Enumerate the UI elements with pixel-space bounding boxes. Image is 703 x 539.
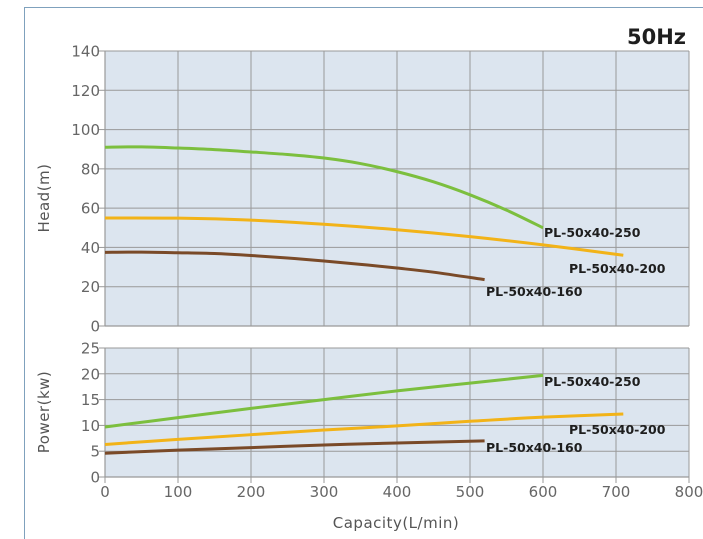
head-point-pl-50x40-250-1 [140, 145, 143, 148]
power-series-pl-50x40-160 [104, 439, 485, 455]
power-point-pl-50x40-250-2 [250, 407, 253, 410]
head-point-pl-50x40-250-2 [177, 147, 180, 150]
power-point-pl-50x40-250-1 [177, 416, 180, 419]
head-point-pl-50x40-160-6 [323, 259, 326, 262]
power-point-pl-50x40-250-0 [104, 425, 107, 428]
head-point-pl-50x40-160-3 [213, 252, 216, 255]
head-series-pl-50x40-250 [104, 145, 544, 230]
head-ytick-label: 40 [81, 239, 100, 257]
power-ytick-label: 10 [81, 417, 100, 435]
power-point-pl-50x40-200-4 [396, 424, 399, 427]
head-point-pl-50x40-200-7 [622, 254, 625, 257]
power-point-pl-50x40-200-1 [177, 438, 180, 441]
power-point-pl-50x40-200-0 [104, 443, 107, 446]
head-point-pl-50x40-200-1 [177, 217, 180, 220]
head-point-pl-50x40-200-3 [323, 223, 326, 226]
power-ytick-label: 5 [90, 443, 100, 461]
head-point-pl-50x40-200-5 [469, 235, 472, 238]
head-series-label-pl-50x40-160: PL-50x40-160 [486, 284, 583, 299]
outer-border [24, 7, 703, 539]
head-point-pl-50x40-160-1 [140, 251, 143, 254]
power-point-pl-50x40-250-4 [396, 389, 399, 392]
power-series-label-pl-50x40-200: PL-50x40-200 [569, 422, 666, 437]
x-tick-label: 800 [675, 483, 703, 501]
power-point-pl-50x40-160-0 [104, 452, 107, 455]
power-plot-area: 0 5 10 15 20 25 PL-50x40-250 PL-50x40-200 PL-50x… [81, 340, 703, 502]
head-point-pl-50x40-200-0 [104, 216, 107, 219]
power-series-label-pl-50x40-250: PL-50x40-250 [544, 374, 641, 389]
power-point-pl-50x40-200-6 [542, 416, 545, 419]
head-point-pl-50x40-250-3 [213, 148, 216, 151]
head-point-pl-50x40-250-11 [505, 209, 508, 212]
power-series-label-pl-50x40-160: PL-50x40-160 [486, 440, 583, 455]
chart-title: 50Hz [627, 25, 686, 49]
power-series-pl-50x40-200 [104, 412, 624, 446]
head-point-pl-50x40-160-0 [104, 251, 107, 254]
x-tick-label: 300 [310, 483, 339, 501]
power-ytick-label: 20 [81, 365, 100, 383]
head-point-pl-50x40-250-5 [286, 153, 289, 156]
x-tick-label: 0 [100, 483, 110, 501]
head-point-pl-50x40-160-9 [432, 271, 435, 274]
head-ytick-label: 20 [81, 278, 100, 296]
power-point-pl-50x40-160-1 [177, 449, 180, 452]
x-tick-label: 200 [237, 483, 266, 501]
x-tick-label: 400 [383, 483, 412, 501]
head-point-pl-50x40-160-7 [359, 263, 362, 266]
head-series-label-pl-50x40-200: PL-50x40-200 [569, 261, 666, 276]
head-series-pl-50x40-200 [104, 216, 624, 257]
head-point-pl-50x40-160-10 [483, 278, 486, 281]
x-tick-label: 100 [164, 483, 193, 501]
head-point-pl-50x40-160-2 [177, 251, 180, 254]
head-axis-label: Head(m) [35, 163, 53, 232]
head-ytick-label: 60 [81, 200, 100, 218]
head-series-label-pl-50x40-250: PL-50x40-250 [544, 225, 641, 240]
head-ytick-label: 120 [71, 82, 100, 100]
head-ytick-label: 140 [71, 43, 100, 61]
head-ytick-label: 100 [71, 121, 100, 139]
power-point-pl-50x40-200-7 [622, 413, 625, 416]
head-ytick-label: 80 [81, 160, 100, 178]
power-point-pl-50x40-160-2 [250, 446, 253, 449]
x-tick-label: 600 [529, 483, 558, 501]
head-series-pl-50x40-160 [104, 250, 485, 282]
head-plot-area: 0 20 40 60 80 100 120 140 PL-50x40-250 PL-50x40-2… [71, 43, 690, 336]
power-point-pl-50x40-250-5 [469, 382, 472, 385]
power-point-pl-50x40-200-3 [323, 429, 326, 432]
power-axis-label: Power(kw) [35, 371, 53, 454]
head-ytick-label: 0 [90, 318, 100, 336]
head-point-pl-50x40-250-7 [359, 162, 362, 165]
power-point-pl-50x40-160-3 [323, 444, 326, 447]
power-ytick-label: 15 [81, 391, 100, 409]
head-point-pl-50x40-160-5 [286, 257, 289, 260]
power-point-pl-50x40-200-2 [250, 433, 253, 436]
capacity-axis-label: Capacity(L/min) [333, 514, 459, 532]
head-point-pl-50x40-250-6 [323, 157, 326, 160]
power-point-pl-50x40-160-4 [396, 441, 399, 444]
head-point-pl-50x40-200-6 [542, 243, 545, 246]
head-point-pl-50x40-250-10 [469, 193, 472, 196]
head-point-pl-50x40-250-0 [104, 146, 107, 149]
power-point-pl-50x40-200-5 [469, 420, 472, 423]
head-point-pl-50x40-160-8 [396, 267, 399, 270]
power-point-pl-50x40-250-3 [323, 398, 326, 401]
head-point-pl-50x40-250-8 [396, 170, 399, 173]
head-point-pl-50x40-200-2 [250, 219, 253, 222]
power-ytick-label: 0 [90, 469, 100, 487]
power-series-pl-50x40-250 [104, 373, 544, 429]
power-ytick-label: 25 [81, 340, 100, 358]
head-point-pl-50x40-200-4 [396, 228, 399, 231]
x-tick-label: 700 [602, 483, 631, 501]
head-point-pl-50x40-250-4 [250, 150, 253, 153]
head-point-pl-50x40-160-4 [250, 254, 253, 257]
x-tick-label: 500 [456, 483, 485, 501]
head-point-pl-50x40-250-9 [432, 180, 435, 183]
